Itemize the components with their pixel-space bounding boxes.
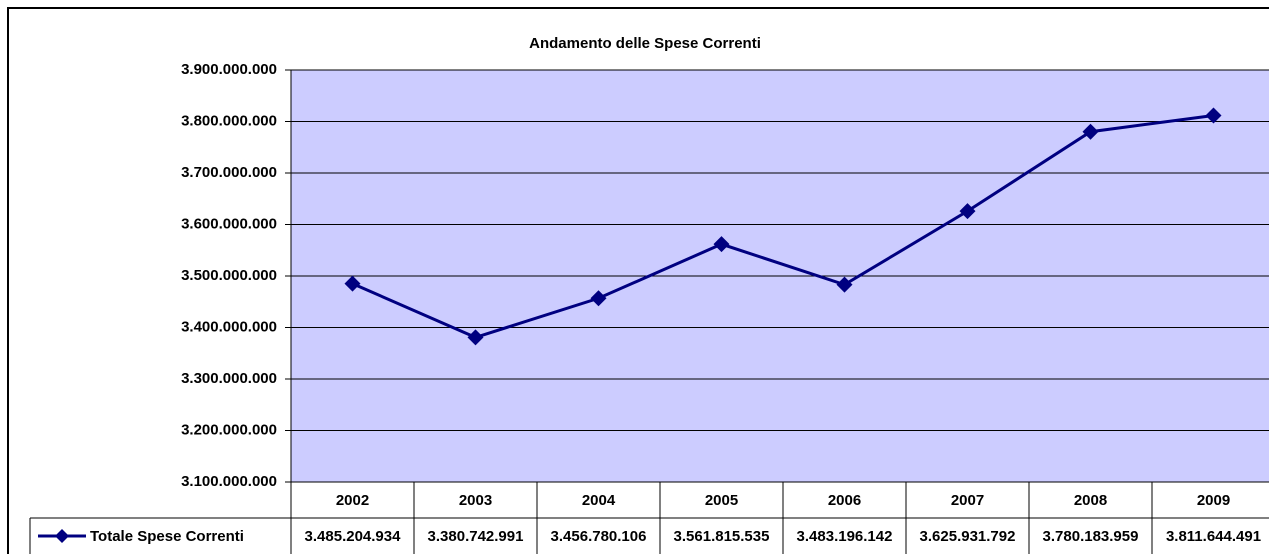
point bbox=[959, 203, 976, 220]
data-label: 3.380.742.991 bbox=[428, 528, 524, 545]
data-label: 3.485.204.934 bbox=[305, 528, 402, 545]
y-tick-label: 3.900.000.000 bbox=[181, 61, 277, 78]
x-tick-label: 2003 bbox=[459, 492, 492, 509]
y-tick-label: 3.400.000.000 bbox=[181, 318, 277, 335]
y-tick-label: 3.700.000.000 bbox=[181, 164, 277, 181]
data-label: 3.811.644.491 bbox=[1166, 528, 1261, 545]
data-label: 3.456.780.106 bbox=[551, 528, 647, 545]
y-tick-label: 3.600.000.000 bbox=[181, 215, 277, 232]
point bbox=[1082, 123, 1099, 140]
x-tick-label: 2002 bbox=[336, 492, 369, 509]
data-label: 3.625.931.792 bbox=[920, 528, 1016, 545]
data-label: 3.780.183.959 bbox=[1043, 528, 1139, 545]
legend-label: Totale Spese Correnti bbox=[90, 528, 244, 545]
point bbox=[590, 290, 607, 307]
data-label: 3.483.196.142 bbox=[797, 528, 893, 545]
point bbox=[836, 276, 853, 293]
y-tick-label: 3.800.000.000 bbox=[181, 112, 277, 129]
x-tick-label: 2007 bbox=[951, 492, 984, 509]
y-tick-label: 3.500.000.000 bbox=[181, 267, 277, 284]
data-label: 3.561.815.535 bbox=[674, 528, 770, 545]
point bbox=[344, 275, 361, 292]
x-tick-label: 2006 bbox=[828, 492, 861, 509]
point bbox=[1205, 107, 1222, 124]
point bbox=[713, 236, 730, 253]
legend-marker bbox=[55, 529, 69, 543]
chart-title: Andamento delle Spese Correnti bbox=[529, 35, 761, 52]
x-tick-label: 2008 bbox=[1074, 492, 1107, 509]
point bbox=[467, 329, 484, 346]
y-tick-label: 3.300.000.000 bbox=[181, 370, 277, 387]
x-tick-label: 2009 bbox=[1197, 492, 1230, 509]
line bbox=[351, 114, 1214, 340]
y-tick-label: 3.100.000.000 bbox=[181, 473, 277, 490]
y-tick-label: 3.200.000.000 bbox=[181, 421, 277, 438]
x-tick-label: 2005 bbox=[705, 492, 738, 509]
x-tick-label: 2004 bbox=[582, 492, 616, 509]
